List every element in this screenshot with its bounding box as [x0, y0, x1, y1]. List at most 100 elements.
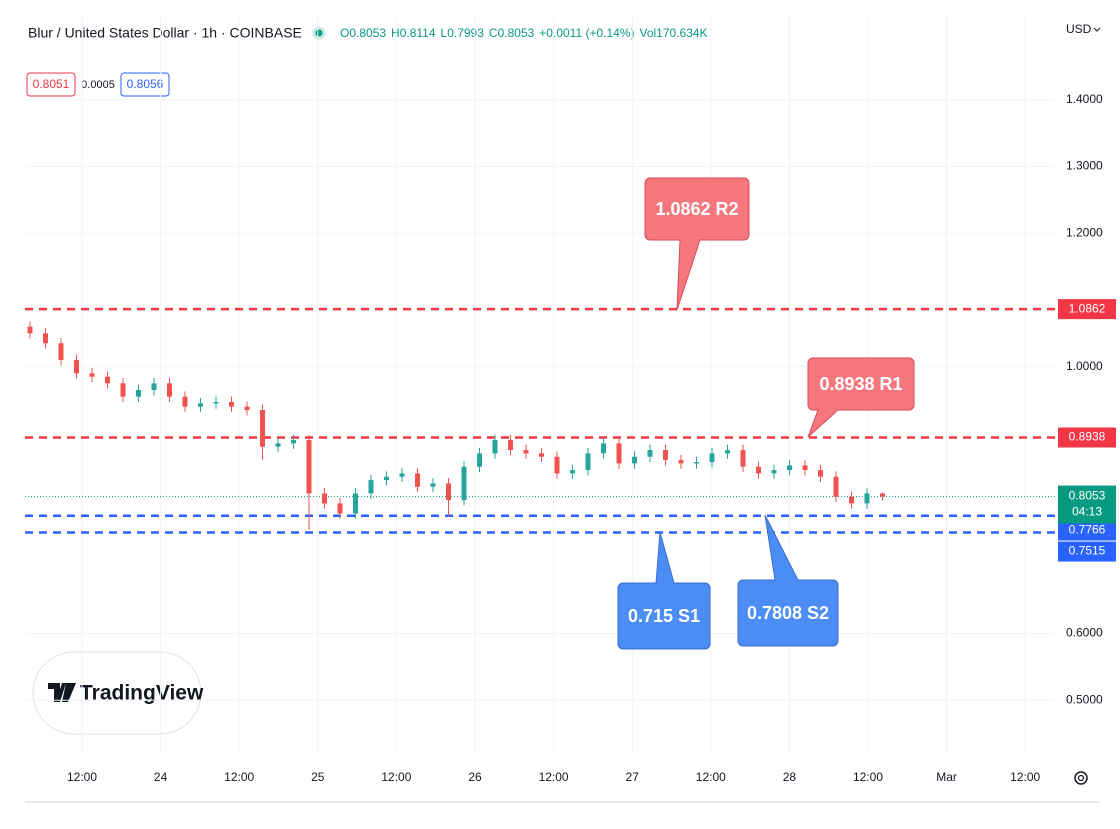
price-tag-label: 0.7766 [1069, 523, 1106, 537]
ohlc-legend: O0.8053 H0.8114 L0.7993 C0.8053 +0.0011 (+0.… [340, 26, 708, 40]
candle-body [709, 453, 715, 463]
candle-body [880, 493, 885, 497]
candle-body [802, 465, 808, 471]
candle-body [167, 383, 172, 397]
spread: 0.0005 [81, 79, 115, 91]
candle-body [601, 443, 606, 454]
countdown: 04:13 [1072, 505, 1102, 519]
price-tag-label: 1.0862 [1069, 301, 1106, 315]
legend-item: C0.8053 [489, 26, 535, 40]
candle-body [771, 470, 777, 474]
x-tick-label: 12:00 [67, 770, 97, 784]
candle-body [182, 396, 188, 407]
y-tick-label: 0.6000 [1066, 626, 1103, 640]
price-tag-label: 0.8938 [1069, 430, 1106, 444]
ask-price: 0.8056 [127, 77, 164, 91]
y-tick-label: 1.2000 [1066, 225, 1103, 239]
candle-body [508, 440, 513, 451]
candle-body [58, 343, 64, 360]
candle-body [492, 440, 498, 454]
candle-body [740, 450, 746, 467]
candle-body [477, 453, 482, 467]
candle-body [570, 470, 575, 474]
candle-body [337, 503, 343, 514]
x-tick-label: Mar [936, 770, 957, 784]
ask-box[interactable] [120, 72, 170, 97]
candle-body [461, 466, 467, 501]
candle-body [275, 443, 281, 447]
callout-seam [657, 581, 673, 585]
legend-item: Vol170.634K [639, 26, 707, 40]
candle-body [244, 406, 250, 411]
callout-text: 0.7808 S2 [747, 603, 829, 623]
candle-body [322, 493, 327, 504]
candle-body [151, 383, 157, 391]
candle-body [384, 476, 389, 481]
candle-body [616, 443, 622, 464]
y-tick-label: 1.3000 [1066, 159, 1103, 173]
gear-ring [1074, 771, 1088, 785]
market-status-dot[interactable] [312, 26, 326, 40]
currency-caret [1093, 27, 1101, 32]
candle-body [27, 326, 33, 334]
callout-text: 0.715 S1 [628, 606, 700, 626]
x-tick-label: 12:00 [224, 770, 254, 784]
x-tick-label: 25 [311, 770, 325, 784]
candle-body [663, 450, 668, 461]
candle-body [291, 440, 296, 444]
candle-body [864, 493, 870, 504]
candle-body [678, 460, 684, 464]
x-tick-label: 12:00 [539, 770, 569, 784]
last-price-tag [1058, 485, 1116, 524]
candle-body [260, 410, 265, 447]
candle-body [430, 483, 436, 487]
candle-body [756, 466, 761, 474]
x-tick-label: 26 [468, 770, 482, 784]
price-tag [1058, 427, 1116, 448]
x-tick-label: 12:00 [381, 770, 411, 784]
gear-hub [1077, 774, 1085, 782]
callout-seam [819, 408, 837, 412]
bid-price: 0.8051 [33, 77, 70, 91]
brand-logo [48, 683, 76, 702]
price-tag [1058, 541, 1116, 562]
legend-item: O0.8053 [340, 26, 386, 40]
legend-item: H0.8114 [391, 26, 436, 40]
candle-body [647, 450, 653, 457]
settings-gear[interactable] [1074, 771, 1088, 785]
candle-body [136, 390, 141, 397]
x-tick-label: 24 [154, 770, 168, 784]
x-tick-label: 28 [783, 770, 797, 784]
candle-body [229, 402, 234, 407]
callout-seam [776, 578, 797, 582]
price-tag-label: 0.7515 [1069, 544, 1106, 558]
x-tick-label: 27 [626, 770, 640, 784]
candle-body [585, 453, 591, 471]
callout-text: 0.8938 R1 [819, 374, 902, 394]
candle-body [213, 402, 219, 404]
currency-selector[interactable]: USD [1066, 22, 1092, 36]
price-tag [1058, 299, 1116, 320]
legend-item: L0.7993 [441, 26, 485, 40]
candle-body [787, 465, 792, 471]
x-tick-label: 12:00 [853, 770, 883, 784]
candle-body [120, 383, 126, 397]
candle-body [368, 480, 374, 494]
tradingview-badge[interactable]: TradingView [32, 651, 204, 735]
candle-body [554, 456, 560, 474]
y-tick-label: 1.0000 [1066, 359, 1103, 373]
callout-box [807, 357, 915, 411]
candle-body [725, 450, 730, 454]
candle-body [89, 373, 95, 377]
candle-body [818, 470, 823, 477]
bid-box[interactable] [26, 72, 76, 97]
callout-text: 1.0862 R2 [655, 199, 738, 219]
candle-body [353, 493, 358, 514]
price-tag [1058, 520, 1116, 541]
legend-item: +0.0011 (+0.14%) [539, 26, 634, 40]
candle-body [539, 453, 544, 457]
candle-body [446, 483, 451, 501]
candle-body [74, 359, 79, 374]
brand-name: TradingView [80, 682, 204, 705]
